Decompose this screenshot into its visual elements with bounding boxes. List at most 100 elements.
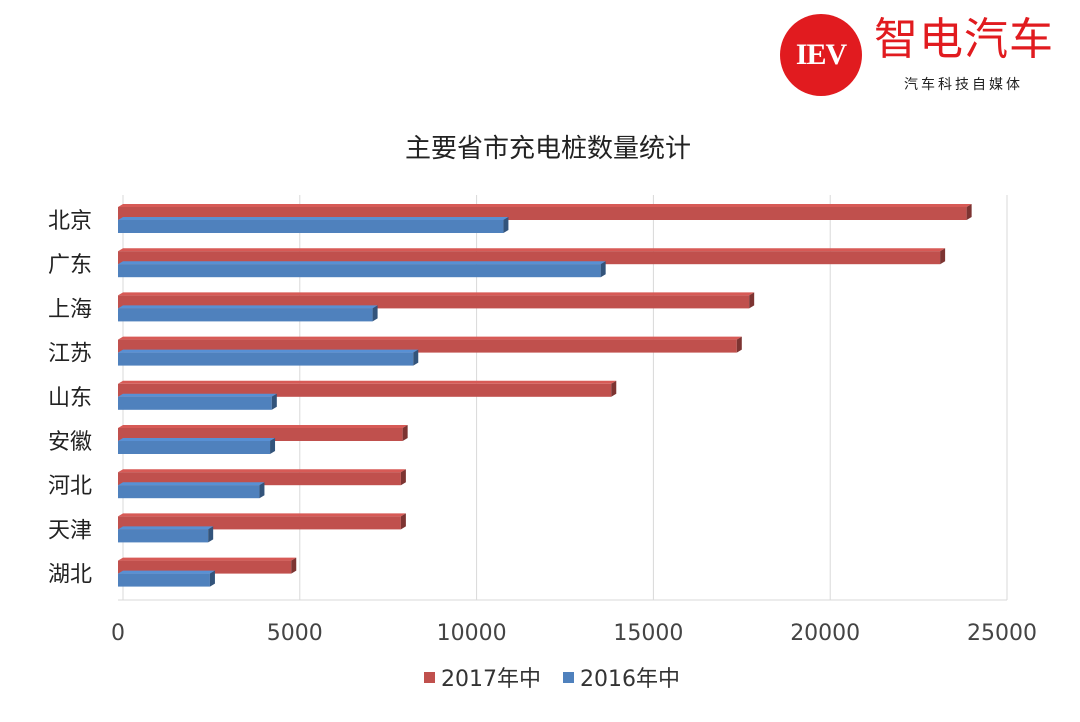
bar-2016年中-山东 <box>118 393 277 410</box>
bar-top-face <box>118 292 755 296</box>
bar-side-face <box>736 336 742 353</box>
legend-swatch <box>563 672 574 683</box>
category-label: 安徽 <box>48 430 92 455</box>
legend: 2017年中 2016年中 <box>424 667 680 692</box>
bar-side-face <box>270 438 276 454</box>
bar-2017年中-湖北 <box>118 557 297 574</box>
bar-front-face <box>118 560 292 574</box>
bars <box>118 204 972 587</box>
bar-2016年中-天津 <box>118 526 214 543</box>
legend-label: 2016年中 <box>580 667 680 692</box>
bar-front-face <box>118 516 401 530</box>
bar-top-face <box>118 469 406 473</box>
brand-name: 智电汽车 <box>874 14 1054 65</box>
category-label: 山东 <box>48 386 92 411</box>
bar-top-face <box>118 305 378 309</box>
bar-side-face <box>208 526 214 543</box>
bar-top-face <box>118 380 617 384</box>
bar-2016年中-上海 <box>118 305 378 322</box>
bar-front-face <box>118 441 271 454</box>
bar-front-face <box>118 529 209 543</box>
bar-top-face <box>118 204 972 207</box>
bar-top-face <box>118 570 215 574</box>
bar-2017年中-上海 <box>118 292 755 309</box>
bar-side-face <box>271 393 277 410</box>
bar-top-face <box>118 217 509 220</box>
bar-top-face <box>118 557 297 561</box>
bar-front-face <box>118 264 601 278</box>
bar-2017年中-天津 <box>118 513 406 530</box>
brand-logo: IEV 智电汽车 汽车科技自媒体 <box>780 12 1070 102</box>
bar-2017年中-山东 <box>118 380 617 397</box>
category-label: 湖北 <box>48 563 92 588</box>
bar-top-face <box>118 438 276 441</box>
category-label: 天津 <box>48 518 92 543</box>
bar-front-face <box>118 396 272 410</box>
bar-side-face <box>413 349 419 366</box>
bar-front-face <box>118 352 414 366</box>
bar-top-face <box>118 526 214 530</box>
category-label: 上海 <box>48 297 92 322</box>
bar-top-face <box>118 336 742 340</box>
brand-tagline: 汽车科技自媒体 <box>904 77 1023 93</box>
bar-front-face <box>118 220 504 233</box>
legend-swatch <box>424 672 435 683</box>
x-tick-label: 20000 <box>790 621 860 646</box>
bar-top-face <box>118 261 606 265</box>
bar-top-face <box>118 425 408 428</box>
x-tick-label: 10000 <box>437 621 507 646</box>
category-label: 广东 <box>48 253 92 278</box>
legend-item: 2017年中 <box>424 667 541 692</box>
bar-side-face <box>402 425 408 441</box>
bar-2016年中-广东 <box>118 261 606 278</box>
bar-side-face <box>611 380 617 397</box>
x-axis-tick-labels: 0 5000 10000 15000 20000 25000 <box>111 621 1037 646</box>
brand-badge-text: IEV <box>795 38 847 71</box>
x-tick-label: 0 <box>111 621 125 646</box>
bar-2016年中-江苏 <box>118 349 419 366</box>
category-label: 河北 <box>48 474 92 499</box>
x-tick-label: 5000 <box>267 621 323 646</box>
bar-2016年中-北京 <box>118 217 509 233</box>
bar-front-face <box>118 308 373 322</box>
bar-top-face <box>118 513 406 517</box>
bar-top-face <box>118 248 946 252</box>
x-tick-label: 15000 <box>613 621 683 646</box>
bar-2017年中-江苏 <box>118 336 742 353</box>
bar-front-face <box>118 295 750 309</box>
category-label: 江苏 <box>48 342 92 367</box>
bar-2017年中-北京 <box>118 204 972 220</box>
bar-side-face <box>259 482 265 499</box>
bar-side-face <box>966 204 972 220</box>
x-tick-label: 25000 <box>967 621 1037 646</box>
bar-front-face <box>118 339 737 353</box>
legend-item: 2016年中 <box>563 667 680 692</box>
bar-top-face <box>118 393 277 397</box>
bar-side-face <box>209 570 215 587</box>
bar-side-face <box>372 305 378 322</box>
bar-2016年中-河北 <box>118 482 265 499</box>
bar-side-face <box>291 557 297 574</box>
bar-2016年中-湖北 <box>118 570 215 587</box>
category-label: 北京 <box>48 209 92 234</box>
bar-front-face <box>118 428 403 441</box>
bar-side-face <box>400 469 406 486</box>
bar-front-face <box>118 485 260 499</box>
legend-label: 2017年中 <box>441 667 541 692</box>
bar-side-face <box>940 248 946 265</box>
bar-top-face <box>118 349 419 353</box>
bar-side-face <box>749 292 755 309</box>
bar-side-face <box>600 261 606 278</box>
bar-front-face <box>118 207 967 220</box>
bar-side-face <box>503 217 509 233</box>
bar-2017年中-河北 <box>118 469 406 486</box>
bar-2016年中-安徽 <box>118 438 276 454</box>
bar-front-face <box>118 573 210 587</box>
bar-top-face <box>118 482 265 486</box>
bar-front-face <box>118 472 401 486</box>
brand-badge: IEV <box>780 14 862 96</box>
bar-front-face <box>118 251 941 265</box>
bar-front-face <box>118 383 612 397</box>
